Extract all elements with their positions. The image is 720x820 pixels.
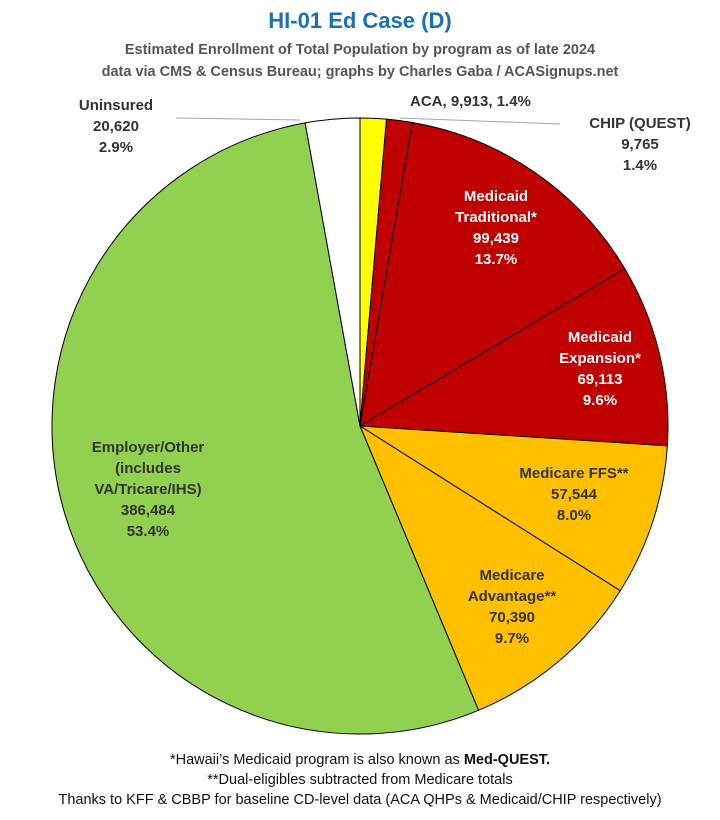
chart-title: HI-01 Ed Case (D) (268, 8, 452, 33)
data-label-employer-other-includes-va-tricare-ihs: Employer/Other (includes VA/Tricare/IHS) 38… (92, 439, 205, 540)
footnote-medquest: *Hawaii’s Medicaid program is also known… (169, 752, 551, 768)
pie-chart: ACA, 9,913, 1.4% CHIP (QUEST) 9,765 1.4% Med… (51, 93, 691, 735)
data-label-chip-quest: CHIP (QUEST) 9,765 1.4% (589, 115, 690, 174)
pie-slice-medicare-advantage (358, 424, 621, 711)
pie-slice-medicaid-expansion (358, 268, 669, 447)
pie-slice-employer-other-includes-va-tricare-ihs (51, 122, 480, 735)
leader-line-chip-quest (399, 117, 561, 125)
footnote-dual-eligibles: **Dual-eligibles subtracted from Medicar… (207, 772, 513, 788)
data-label-uninsured: Uninsured 20,620 2.9% (79, 97, 153, 156)
data-label-medicaid-traditional: Medicaid Traditional* 99,439 13.7% (455, 188, 537, 268)
data-label-aca: ACA, 9,913, 1.4% (410, 93, 531, 110)
pie-slice-uninsured (304, 117, 361, 427)
data-label-medicare-advantage: Medicare Advantage** 70,390 9.7% (468, 567, 557, 647)
data-label-medicaid-expansion: Medicaid Expansion* 69,113 9.6% (559, 329, 641, 409)
footnote-thanks: Thanks to KFF & CBBP for baseline CD-lev… (58, 792, 662, 808)
pie-slice-medicaid-traditional (359, 121, 626, 427)
chart-subtitle-line2: data via CMS & Census Bureau; graphs by … (101, 64, 619, 80)
data-label-medicare-ffs: Medicare FFS** 57,544 8.0% (519, 465, 628, 524)
pie-slice-medicare-ffs (359, 425, 668, 592)
chart-subtitle-line1: Estimated Enrollment of Total Population… (124, 42, 596, 58)
leader-line-uninsured (175, 117, 301, 121)
